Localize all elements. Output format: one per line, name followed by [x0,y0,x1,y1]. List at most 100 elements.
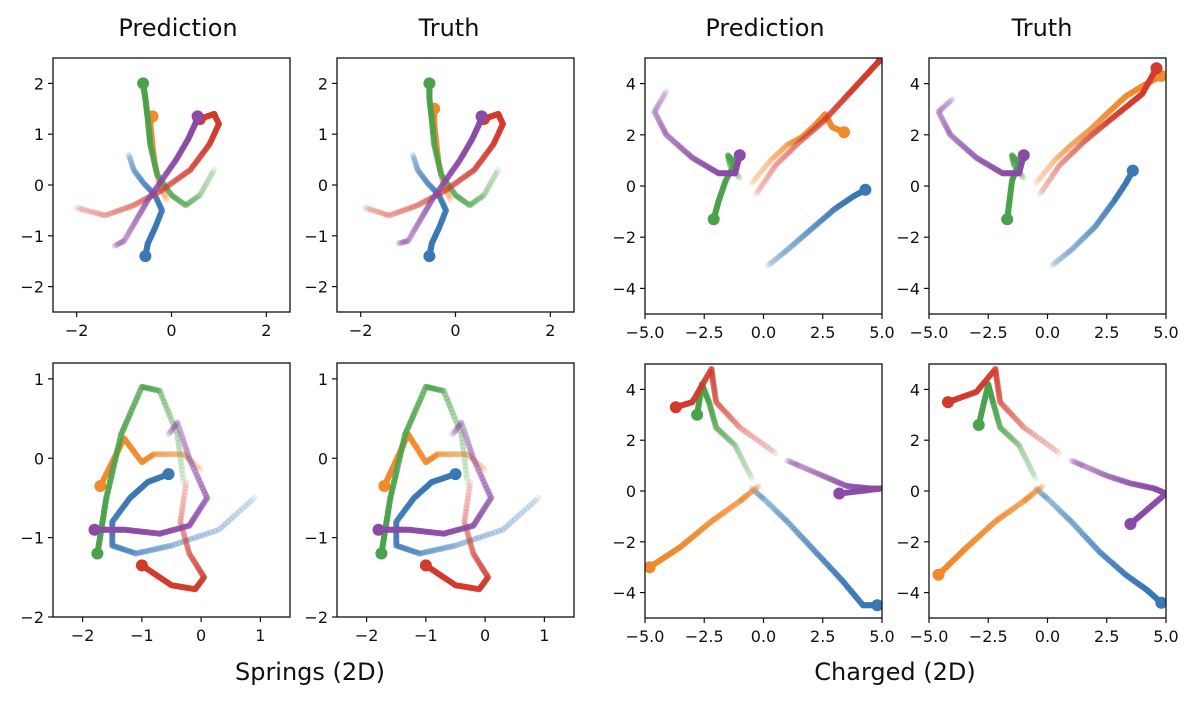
series-red-segment [1060,156,1069,165]
series-purple-segment [969,151,978,159]
series-blue-segment [416,549,426,557]
series-red-segment [465,532,472,541]
y-tick-label: −1 [304,529,328,548]
series-red-segment [144,193,154,201]
series-red-segment [813,122,822,131]
series-purple-segment [196,478,205,488]
series-blue-segment [505,518,515,528]
series-green-segment [462,467,470,478]
series-green-segment [195,192,203,199]
series-red-segment [756,183,765,192]
series-purple-segment [657,96,665,105]
series-red-segment [802,132,810,141]
series-green-segment [461,459,469,470]
series-green-segment [154,171,162,180]
series-green-segment [174,196,182,204]
series-orange-segment [442,185,449,194]
series-purple-segment [172,420,180,428]
series-green-segment [729,157,737,164]
series-green-segment [1025,461,1034,471]
series-purple-segment [943,100,951,108]
series-green-segment [993,411,1001,420]
series-blue-segment [131,167,139,175]
series-orange-segment [744,491,752,498]
series-red-segment [416,199,426,208]
series-blue-segment [760,495,769,504]
series-purple-segment [661,90,669,98]
series-purple-segment [134,212,142,221]
series-purple-segment [420,209,428,217]
y-tick-label: 2 [318,74,328,93]
series-purple-segment [947,97,955,105]
series-orange-segment [804,128,812,135]
series-red-segment [1050,169,1058,178]
series-purple-segment [141,200,149,209]
series-orange-segment [796,135,804,142]
series-purple-segment [813,470,822,478]
series-orange-segment [145,453,153,461]
group-label-charged: Charged (2D) [814,658,976,686]
series-purple-segment [946,129,954,138]
series-red-segment [421,197,431,205]
series-red-segment [80,206,90,214]
series-blue-segment [532,494,542,504]
series-blue-segment [811,221,820,230]
series-purple-endpoint [833,487,846,500]
panel-2-4: −5.0 −2.5 0.0 2.5 5.0 −4 −2 0 2 4 [896,363,1179,646]
series-blue-segment [762,497,771,506]
series-green-segment [170,420,178,431]
series-red-segment [1087,132,1095,140]
series-orange-segment [1072,136,1081,145]
series-blue-segment [393,542,402,550]
series-green-segment [448,406,456,416]
series-purple-segment [837,480,846,488]
series-purple-segment [456,421,463,429]
y-tick-label: 4 [626,75,636,94]
series-red-segment [721,407,729,416]
series-purple-segment [450,429,457,437]
series-blue-segment [1068,518,1077,527]
series-orange-segment [432,451,440,459]
x-tick-label: −5.0 [626,627,665,646]
series-red-segment [466,479,474,489]
series-green-segment [479,192,487,199]
series-red-segment [177,518,185,528]
series-red-segment [464,529,472,538]
series-blue-segment [1094,546,1103,555]
series-orange-segment [1020,497,1028,505]
series-green-segment [1001,428,1010,437]
series-red-segment [826,110,834,119]
series-blue-segment [230,510,240,520]
series-purple-segment [945,128,953,136]
series-red-segment [104,210,113,218]
series-red-segment [1040,183,1049,192]
series-orange-segment [750,176,758,185]
series-orange-segment [474,460,483,468]
series-red-segment [467,539,475,549]
series-blue-segment [496,526,506,534]
series-purple-segment [485,488,493,498]
series-orange-segment [746,489,754,497]
series-purple-segment [457,419,465,427]
series-purple-segment [1097,470,1106,478]
series-orange-segment [740,494,748,501]
series-green-segment [456,194,464,202]
series-green-segment [727,437,735,446]
series-orange-segment [1082,129,1090,137]
series-orange-segment [160,190,168,199]
series-blue-segment [786,243,795,252]
series-purple-segment [656,118,664,127]
series-orange-segment [734,498,743,506]
x-tick-label: 0.0 [1035,323,1060,342]
series-orange-segment [468,455,477,463]
series-blue-segment [419,173,427,181]
series-red-segment [194,564,203,573]
series-blue-segment [415,167,423,175]
series-green-segment [199,185,207,194]
series-red-segment [178,505,186,515]
series-red-segment [730,418,739,427]
y-tick-label: −2 [20,608,44,627]
series-blue-segment [149,190,157,198]
series-blue-segment [428,183,435,191]
series-blue-segment [813,219,822,228]
